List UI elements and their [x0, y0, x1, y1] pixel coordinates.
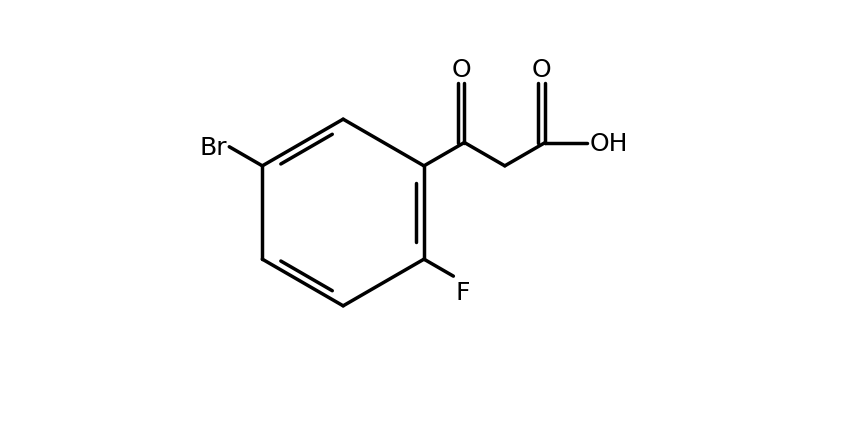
Text: O: O	[451, 58, 471, 82]
Text: Br: Br	[199, 135, 227, 159]
Text: OH: OH	[589, 131, 627, 155]
Text: F: F	[455, 281, 470, 305]
Text: O: O	[532, 58, 551, 82]
